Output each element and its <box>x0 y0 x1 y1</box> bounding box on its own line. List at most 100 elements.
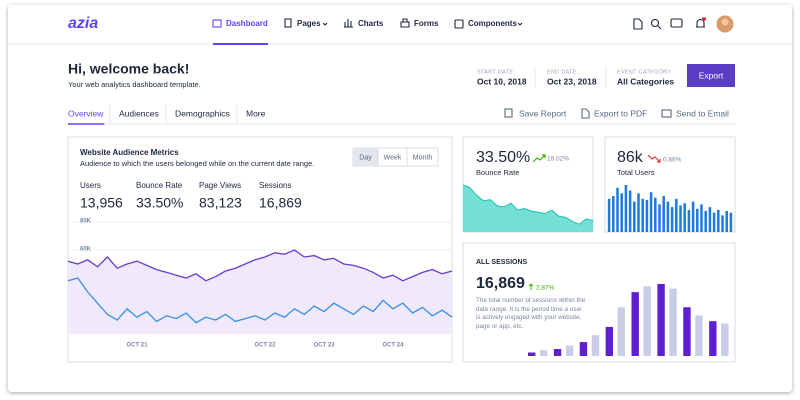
bar <box>565 345 574 356</box>
bar <box>624 185 628 232</box>
description: The total number of sessions within the … <box>476 297 586 330</box>
area-fill <box>463 185 593 232</box>
bar <box>721 323 729 356</box>
card-title: Website Audience Metrics <box>80 148 179 157</box>
nav-item[interactable]: Components <box>468 19 517 28</box>
toggle[interactable]: Month <box>413 154 433 161</box>
filter-value[interactable]: Oct 23, 2018 <box>547 76 597 86</box>
bar <box>683 203 686 232</box>
bar <box>691 201 695 232</box>
bar <box>721 215 724 232</box>
bar <box>670 207 674 232</box>
sessions-bars <box>528 284 729 356</box>
icon <box>581 108 590 119</box>
tab[interactable]: Demographics <box>175 108 230 118</box>
action[interactable]: Send to Email <box>676 108 729 118</box>
stat-label: Sessions <box>259 181 291 190</box>
nav-item[interactable]: Forms <box>414 19 439 28</box>
action[interactable]: Export to PDF <box>594 108 647 118</box>
bar <box>607 198 611 232</box>
stat-label: Bounce Rate <box>136 181 183 190</box>
bar <box>633 201 636 232</box>
bar <box>649 192 653 232</box>
export-button[interactable] <box>687 64 735 87</box>
kpi-change: 18.02% <box>547 156 569 163</box>
chevron <box>322 22 328 26</box>
toggle[interactable]: Week <box>384 154 402 161</box>
search-icon[interactable] <box>650 18 660 28</box>
bar <box>579 342 588 356</box>
bar <box>709 321 717 356</box>
avatar-face <box>721 18 729 26</box>
sparkline <box>462 184 594 225</box>
bell-icon[interactable] <box>696 18 705 28</box>
bar <box>662 196 665 232</box>
chat-icon[interactable] <box>670 18 683 28</box>
search-icon-handle <box>657 25 662 30</box>
bar <box>712 212 716 232</box>
bar <box>666 201 670 232</box>
icon <box>504 108 513 118</box>
tab[interactable]: Overview <box>68 108 104 118</box>
chevron <box>517 22 523 26</box>
bar <box>700 204 703 232</box>
filter-value[interactable]: All Categories <box>617 76 674 86</box>
bar <box>683 307 691 356</box>
bar <box>540 350 548 356</box>
y-tick-label: 60K <box>80 247 92 253</box>
x-tick-label: OCT 23 <box>313 343 335 349</box>
x-tick-label: OCT 22 <box>254 343 276 349</box>
icon <box>284 18 292 28</box>
action[interactable]: Save Report <box>519 108 567 118</box>
bar <box>605 326 614 356</box>
bar <box>679 205 682 232</box>
bar <box>620 193 623 232</box>
x-tick-label: OCT 21 <box>126 343 148 349</box>
bar <box>628 190 632 232</box>
nav-item[interactable]: Pages <box>297 19 321 28</box>
kpi-change: 0.86% <box>663 157 682 164</box>
icon <box>344 19 353 28</box>
bar <box>696 208 699 232</box>
y-tick-label: 80K <box>80 219 92 225</box>
bar <box>645 199 649 232</box>
bar <box>729 212 733 232</box>
export-label[interactable]: Export <box>699 70 724 80</box>
filter-label: EVENT CATEGORY <box>617 69 671 75</box>
bar <box>528 352 536 356</box>
bar <box>617 307 626 356</box>
filter-label: START DATE <box>477 69 513 75</box>
icon <box>400 18 410 28</box>
bar <box>631 292 639 356</box>
kpi-label: Bounce Rate <box>476 168 519 177</box>
filter-value[interactable]: Oct 10, 2018 <box>477 76 527 86</box>
stat-value: 83,123 <box>199 195 242 211</box>
kpi-value: 33.50% <box>476 149 530 166</box>
up-arrow <box>532 154 546 163</box>
down-arrow <box>647 154 661 163</box>
doc-icon[interactable] <box>633 18 643 30</box>
toggle[interactable]: Day <box>359 154 372 161</box>
filter-label: END DATE <box>547 69 577 75</box>
nav-item[interactable]: Dashboard <box>226 19 268 28</box>
icon <box>454 19 464 29</box>
kpi-change: 2.87% <box>536 285 555 292</box>
bounce-sparkline <box>462 184 594 232</box>
stat-value: 13,956 <box>80 195 123 211</box>
bar <box>658 204 661 232</box>
nav-item[interactable]: Charts <box>358 19 384 28</box>
kpi-label: Total Users <box>617 168 655 177</box>
tab[interactable]: More <box>246 108 266 118</box>
stat-value: 16,869 <box>259 195 302 211</box>
bar <box>704 210 707 232</box>
stat-label: Page Views <box>199 181 241 190</box>
bar <box>637 193 640 232</box>
logo[interactable]: azia <box>68 15 98 32</box>
bar <box>708 207 712 232</box>
tab[interactable]: Audiences <box>119 108 159 118</box>
bar <box>591 335 600 356</box>
up-arrow <box>528 283 534 290</box>
